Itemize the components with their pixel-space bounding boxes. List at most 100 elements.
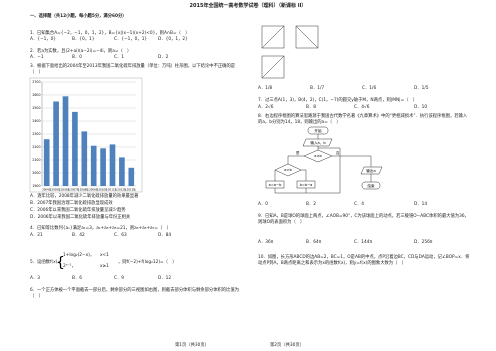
y-tick-label: 2600 [32, 93, 40, 97]
y-tick-label: 1900 [32, 184, 40, 188]
option: A．−1 [30, 55, 44, 60]
case-expr: 1+log₂(2−x)， [63, 253, 95, 258]
option: C．{−1，0，1} [114, 37, 148, 42]
option: C．2006年以来我国二氧化硫年排放量呈减少趋势 [30, 208, 126, 213]
question: 6．一个正方体被一个平面截去一部分后，剩余部分的三视图如右图，则截去部分体积与剩… [30, 288, 239, 299]
option: A．2√6 [258, 105, 274, 110]
option: C．4√6 [354, 105, 370, 110]
option: C．1 [114, 55, 125, 60]
flow-label: 开始 [314, 128, 322, 133]
x-tick-label: 2004年 [42, 188, 52, 192]
question: 7．过三点A(1，3)，B(4，2)，C(1，−7)的圆交y轴于M，N两点，则|… [258, 98, 418, 103]
flow-no: 否 [336, 151, 340, 155]
option: C．63 [114, 233, 127, 238]
option: D．256π [414, 240, 433, 245]
x-tick-label: 2006年 [61, 188, 71, 192]
bar [100, 148, 106, 186]
option: C．1/6 [362, 86, 377, 91]
bar [62, 96, 69, 186]
flow-label: 输出a [366, 168, 375, 173]
option: A．{−1，0} [30, 37, 57, 42]
bar [90, 145, 97, 186]
x-tick-label: 2011年 [108, 188, 118, 192]
x-tick-label: 2012年 [117, 188, 127, 192]
x-tick-label: 2007年 [70, 188, 80, 192]
option: D．{0，1，2} [158, 37, 188, 42]
option: D．2006年以来我国二氧化硫年排放量与年份正相关 [30, 215, 131, 220]
option: B．8 [306, 105, 316, 110]
option: C．144π [354, 240, 373, 245]
option: C．9 [114, 276, 125, 281]
y-tick-label: 2200 [32, 145, 40, 149]
question: 8．右边程序框图的算法思路源于我国古代数学名著《九章算术》中的“更相减损术”．执… [258, 114, 468, 125]
bar [72, 111, 78, 186]
y-tick-label: 2500 [32, 106, 40, 110]
section-heading: 一、选择题（共12小题，每小题5分，满分60分） [30, 14, 127, 19]
option: B．0 [72, 55, 82, 60]
bar [43, 139, 50, 186]
option: B．2 [306, 202, 316, 207]
bar [119, 157, 125, 186]
case-cond: x<1 [100, 253, 109, 258]
option: A．21 [30, 233, 43, 238]
question: 3．根据下面给出的2004年至2013年我国二氧化硫年排放量（单位：万吨）柱形图… [30, 64, 236, 75]
flow-yes: 是 [296, 150, 300, 155]
x-tick-label: 2010年 [98, 188, 108, 192]
option: D．1/5 [414, 86, 429, 91]
option: B．1/7 [310, 86, 325, 91]
x-tick-label: 2009年 [89, 188, 99, 192]
question: 4．已知等比数列{aₙ}满足a₁=3，a₁+a₃+a₅=21，则a₃+a₅+a₇… [30, 226, 171, 231]
question: ，则f(−2)+f(log₂12)=（ ） [118, 260, 177, 265]
flowchart [265, 126, 383, 194]
question: 5．设函数f(x)= [30, 260, 61, 265]
y-tick-label: 2400 [32, 119, 40, 123]
question: 9．已知A，B是球O的球面上两点，∠AOB=90°，C为该球面上的动点，若三棱锥… [258, 214, 469, 225]
option: A．1/8 [258, 86, 273, 91]
flow-label: a=a−b [269, 183, 282, 187]
option: B．2007年我国治理二氧化硫排放显现成效 [30, 201, 113, 206]
case-cond: x≥1 [100, 264, 109, 269]
option: B．6 [72, 276, 82, 281]
option: D．14 [414, 202, 428, 207]
option: B．42 [72, 233, 85, 238]
title: 2015年全国统一高考数学试卷（理科）（新课标 II） [189, 3, 307, 9]
y-tick-label: 2300 [32, 132, 40, 136]
case-expr: 2ˣ⁻¹， [63, 264, 76, 269]
x-tick-label: 2005年 [51, 188, 61, 192]
option: A．0 [258, 202, 268, 207]
bar [128, 167, 135, 186]
option: A．逐年比较，2008年减少二氧化硫排放量的效果最显著 [30, 194, 139, 199]
option: C．4 [354, 202, 365, 207]
chart-frame [29, 77, 143, 193]
question: 1．已知集合A={−2，−1，0，1，2}，B={x|(x−1)(x+2)<0}… [30, 31, 190, 36]
y-tick-label: 2700 [32, 80, 40, 84]
flow-label: b=b−a [300, 183, 313, 187]
option: D．12 [158, 276, 172, 281]
y-tick-label: 2100 [32, 158, 40, 162]
footer: 第1页（共30页） [175, 343, 209, 348]
footer: 第2页（共30页） [270, 343, 304, 348]
option: B．{0，1} [72, 37, 95, 42]
three-view [261, 25, 319, 79]
question: 10．如图，长方形ABCD的边AB=2，BC=1，O是AB的中点，点P沿着边BC… [258, 255, 470, 266]
y-tick-label: 2000 [32, 171, 40, 175]
x-tick-label: 2013年 [127, 188, 137, 192]
option: A．3 [30, 276, 40, 281]
x-tick-label: 2008年 [80, 188, 90, 192]
flow-label: a>b [284, 168, 292, 172]
option: D．84 [158, 233, 172, 238]
bar [109, 144, 116, 186]
flow-label: 输入a，b [310, 140, 326, 145]
flow-label: a≠b [314, 154, 322, 158]
option: D．10 [414, 105, 428, 110]
bar [81, 131, 88, 186]
bar [53, 101, 59, 186]
option: D．2 [158, 55, 169, 60]
brace: { [56, 255, 65, 271]
flow-label: 结束 [367, 183, 375, 188]
question: 2．若a为实数，且(2+ai)(a−2i)=−4i，则a=（ ） [30, 49, 132, 54]
option: A．36π [258, 240, 274, 245]
option: B．64π [306, 240, 322, 245]
